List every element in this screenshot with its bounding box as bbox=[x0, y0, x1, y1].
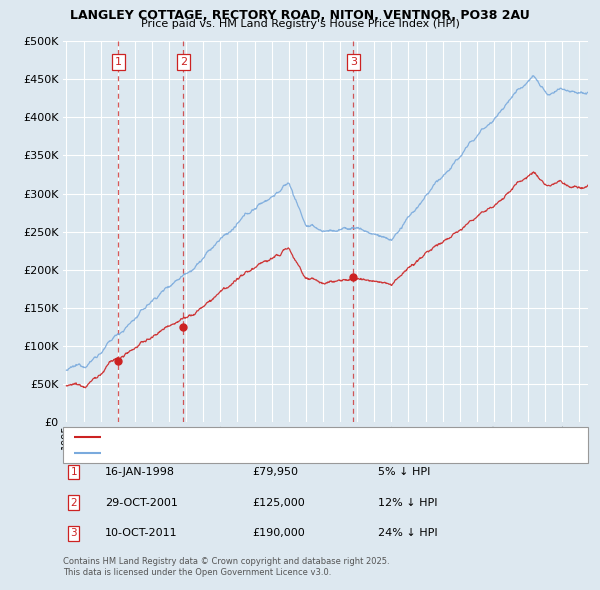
Text: 29-OCT-2001: 29-OCT-2001 bbox=[105, 498, 178, 507]
Text: LANGLEY COTTAGE, RECTORY ROAD, NITON, VENTNOR, PO38 2AU (detached house): LANGLEY COTTAGE, RECTORY ROAD, NITON, VE… bbox=[105, 432, 484, 441]
Text: 2: 2 bbox=[70, 498, 77, 507]
Text: 10-OCT-2011: 10-OCT-2011 bbox=[105, 529, 178, 538]
Text: Price paid vs. HM Land Registry's House Price Index (HPI): Price paid vs. HM Land Registry's House … bbox=[140, 19, 460, 29]
Text: LANGLEY COTTAGE, RECTORY ROAD, NITON, VENTNOR, PO38 2AU: LANGLEY COTTAGE, RECTORY ROAD, NITON, VE… bbox=[70, 9, 530, 22]
Text: 1: 1 bbox=[115, 57, 122, 67]
Text: £79,950: £79,950 bbox=[252, 467, 298, 477]
Text: 1: 1 bbox=[70, 467, 77, 477]
Text: 3: 3 bbox=[350, 57, 357, 67]
Text: This data is licensed under the Open Government Licence v3.0.: This data is licensed under the Open Gov… bbox=[63, 568, 331, 577]
Text: 12% ↓ HPI: 12% ↓ HPI bbox=[378, 498, 437, 507]
Text: £190,000: £190,000 bbox=[252, 529, 305, 538]
Text: 3: 3 bbox=[70, 529, 77, 538]
Text: 5% ↓ HPI: 5% ↓ HPI bbox=[378, 467, 430, 477]
Text: 24% ↓ HPI: 24% ↓ HPI bbox=[378, 529, 437, 538]
Text: Contains HM Land Registry data © Crown copyright and database right 2025.: Contains HM Land Registry data © Crown c… bbox=[63, 558, 389, 566]
Text: £125,000: £125,000 bbox=[252, 498, 305, 507]
Text: 16-JAN-1998: 16-JAN-1998 bbox=[105, 467, 175, 477]
Text: HPI: Average price, detached house, Isle of Wight: HPI: Average price, detached house, Isle… bbox=[105, 448, 329, 457]
Text: 2: 2 bbox=[179, 57, 187, 67]
